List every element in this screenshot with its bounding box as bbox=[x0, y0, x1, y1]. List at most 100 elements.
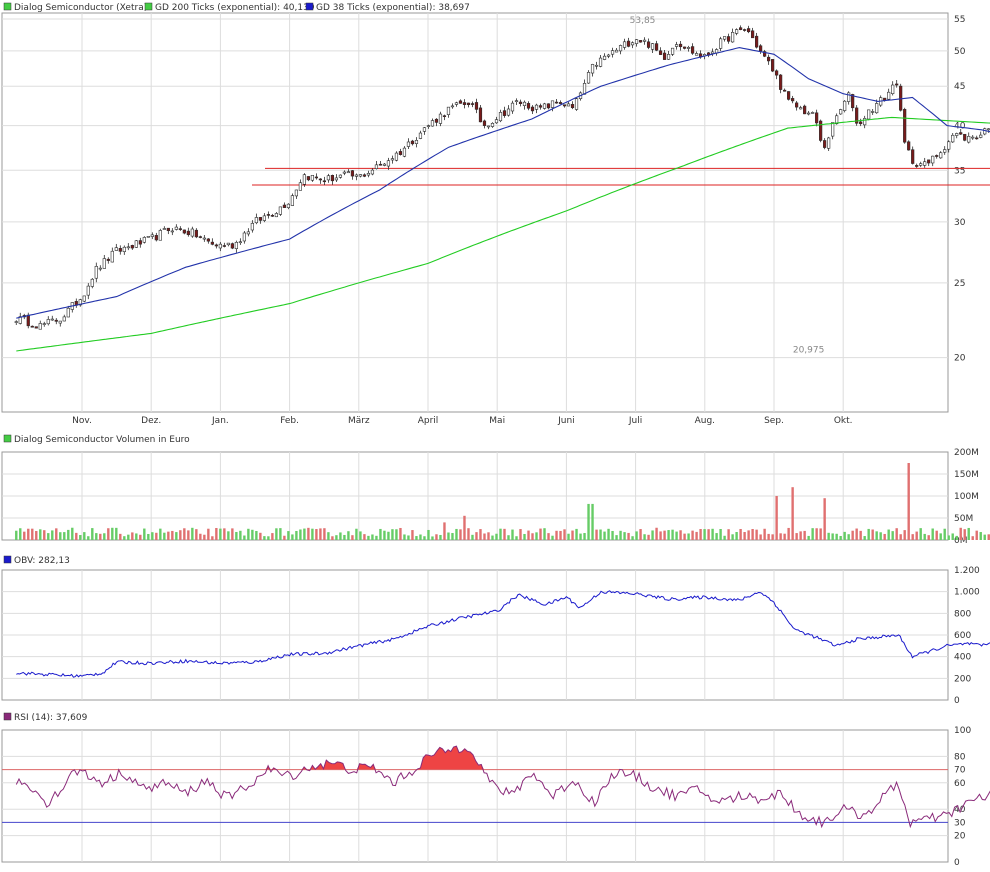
candle-body bbox=[446, 106, 451, 115]
candle-body bbox=[923, 161, 927, 166]
legend-swatch-volume bbox=[3, 434, 12, 443]
volume-bar bbox=[639, 529, 642, 540]
volume-bar bbox=[223, 528, 226, 540]
candle-body bbox=[150, 234, 154, 237]
candle-body bbox=[218, 243, 222, 249]
volume-bar bbox=[963, 529, 966, 540]
volume-bar bbox=[275, 528, 278, 540]
volume-bar bbox=[331, 536, 334, 540]
candle-body bbox=[678, 43, 683, 48]
candle-body bbox=[50, 318, 54, 321]
candle-body bbox=[254, 217, 258, 224]
volume-bar bbox=[803, 530, 806, 540]
rsi-ytick-label: 80 bbox=[954, 752, 966, 762]
candle-body bbox=[194, 229, 198, 238]
candle-body bbox=[751, 30, 755, 39]
volume-bar bbox=[315, 529, 318, 540]
candle-body bbox=[799, 107, 803, 110]
volume-bar bbox=[423, 536, 426, 540]
volume-ytick-label: 50M bbox=[954, 514, 973, 524]
volume-bar bbox=[355, 528, 358, 540]
candle-body bbox=[819, 120, 823, 141]
rsi-line bbox=[15, 745, 990, 829]
volume-bar bbox=[71, 527, 74, 540]
volume-bar bbox=[495, 533, 498, 540]
candle-body bbox=[222, 245, 226, 247]
volume-bar bbox=[687, 533, 690, 540]
price-annotation: 53,85 bbox=[630, 16, 656, 26]
candle-body bbox=[875, 103, 879, 114]
volume-bar bbox=[543, 528, 546, 540]
volume-bar bbox=[399, 527, 402, 540]
volume-bar bbox=[63, 532, 66, 540]
rsi-plot-area bbox=[1, 729, 949, 863]
candle-body bbox=[626, 40, 631, 47]
candle-body bbox=[34, 326, 38, 329]
volume-bar bbox=[143, 528, 146, 540]
candle-body bbox=[178, 228, 182, 230]
volume-bar bbox=[43, 530, 46, 540]
volume-bar bbox=[263, 536, 266, 540]
legend-ma38: GD 38 Ticks (exponential): 38,697 bbox=[316, 3, 470, 13]
volume-bar bbox=[319, 528, 322, 540]
candle-body bbox=[438, 113, 443, 124]
volume-bar bbox=[79, 535, 82, 540]
candle-body bbox=[378, 163, 383, 166]
volume-bar bbox=[591, 503, 594, 540]
volume-bar bbox=[167, 531, 170, 540]
volume-bar bbox=[111, 527, 114, 540]
candle-body bbox=[290, 195, 294, 206]
volume-bar bbox=[903, 530, 906, 540]
candle-body bbox=[843, 100, 847, 111]
candle-body bbox=[282, 204, 286, 208]
candle-body bbox=[214, 244, 218, 247]
volume-bar bbox=[567, 533, 570, 540]
candle-body bbox=[46, 319, 50, 325]
candle-body bbox=[154, 235, 158, 241]
volume-bar bbox=[947, 535, 950, 540]
candle-body bbox=[66, 307, 70, 318]
candle-body bbox=[454, 102, 459, 105]
volume-bar bbox=[983, 534, 986, 540]
volume-bar bbox=[547, 533, 550, 540]
candle-body bbox=[518, 101, 523, 104]
candle-body bbox=[690, 46, 695, 54]
volume-bar bbox=[667, 530, 670, 540]
volume-bar bbox=[39, 529, 42, 540]
volume-bar bbox=[207, 528, 210, 540]
volume-bar bbox=[75, 532, 78, 540]
candle-body bbox=[550, 100, 555, 108]
volume-bar bbox=[163, 532, 166, 540]
candle-body bbox=[727, 36, 731, 42]
candle-body bbox=[718, 38, 723, 49]
volume-bar bbox=[743, 532, 746, 540]
candle-body bbox=[839, 109, 843, 115]
volume-bar bbox=[835, 533, 838, 540]
candle-body bbox=[955, 133, 959, 136]
volume-bar bbox=[943, 528, 946, 540]
candle-body bbox=[90, 278, 94, 287]
volume-bar bbox=[279, 528, 282, 540]
volume-bar bbox=[147, 533, 150, 540]
price-ytick-label: 50 bbox=[954, 47, 966, 57]
volume-bar bbox=[463, 515, 466, 540]
volume-bar bbox=[539, 528, 542, 540]
candle-body bbox=[78, 299, 82, 306]
volume-bar bbox=[535, 532, 538, 540]
candle-body bbox=[775, 70, 779, 76]
candle-body bbox=[146, 236, 150, 238]
volume-bar bbox=[859, 530, 862, 540]
candle-body bbox=[855, 107, 859, 124]
volume-bar bbox=[919, 528, 922, 540]
candle-body bbox=[346, 171, 351, 174]
candle-body bbox=[767, 56, 771, 62]
candle-body bbox=[130, 245, 134, 249]
volume-bar bbox=[615, 535, 618, 540]
price-legend: Dialog Semiconductor (Xetra) GD 200 Tick… bbox=[3, 2, 470, 13]
candle-body bbox=[18, 316, 22, 324]
candle-body bbox=[594, 64, 599, 67]
volume-bar bbox=[131, 532, 134, 540]
volume-bar bbox=[415, 536, 418, 540]
volume-bar bbox=[303, 528, 306, 540]
volume-bar bbox=[507, 535, 510, 540]
